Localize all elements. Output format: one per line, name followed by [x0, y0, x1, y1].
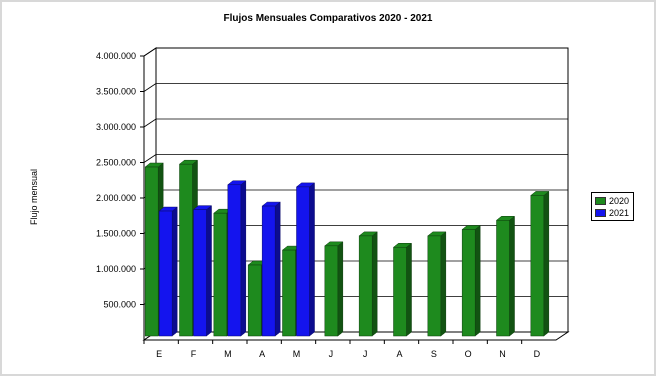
bar-2021-side: [206, 205, 212, 337]
y-tick-label: 2.500.000: [96, 158, 136, 168]
bar-2021: [227, 184, 242, 337]
bar-2020: [393, 247, 407, 337]
x-tick-label: F: [191, 349, 197, 359]
bar-2021: [193, 209, 207, 337]
y-tick-label: 500.000: [103, 300, 136, 310]
bar-2020: [324, 245, 339, 337]
x-tick-label: E: [156, 349, 162, 359]
legend-label-2021: 2021: [609, 208, 630, 218]
x-tick-label: J: [363, 349, 368, 359]
bar-2020: [179, 163, 193, 337]
y-tick-label: 1.500.000: [96, 229, 136, 239]
y-tick-label: 4.000.000: [96, 51, 136, 61]
y-tick-label: 1.000.000: [96, 264, 136, 274]
legend-item-2021: 2021: [595, 207, 629, 219]
x-tick-label: J: [329, 349, 334, 359]
x-tick-label: A: [259, 349, 265, 359]
bar-2020-side: [509, 215, 515, 337]
bar-2021-side: [274, 201, 281, 337]
legend-item-2020: 2020: [595, 195, 629, 207]
y-tick-label: 3.500.000: [96, 87, 136, 97]
bar-2021: [296, 186, 310, 337]
x-tick-label: D: [534, 349, 541, 359]
bar-2020: [213, 212, 228, 337]
bar-2020: [530, 195, 545, 337]
x-tick-label: S: [431, 349, 437, 359]
x-tick-label: M: [224, 349, 232, 359]
bar-2020: [358, 235, 373, 337]
bar-2020-side: [371, 231, 378, 337]
bar-2021: [261, 205, 276, 337]
bar-2021: [158, 210, 173, 337]
bar-2020: [496, 220, 510, 337]
y-tick-label: 2.000.000: [96, 193, 136, 203]
bar-2020-side: [337, 241, 344, 337]
bar-2021-side: [309, 182, 315, 337]
gridline-side: [143, 47, 157, 57]
x-tick-label: N: [499, 349, 506, 359]
y-tick-label: 3.000.000: [96, 122, 136, 132]
legend-swatch-2021: [595, 209, 606, 217]
bar-2020: [427, 235, 442, 337]
bar-2020-side: [440, 231, 447, 337]
legend: 2020 2021: [591, 192, 635, 221]
bar-2020: [144, 166, 159, 337]
bar-2020: [282, 249, 296, 337]
bar-2020: [461, 229, 476, 337]
x-tick-label: M: [293, 349, 301, 359]
bar-2021-side: [240, 180, 247, 337]
bar-2020-side: [543, 190, 550, 337]
x-tick-label: O: [465, 349, 472, 359]
gridline-side: [143, 118, 157, 128]
bar-2020-side: [406, 242, 412, 337]
x-tick-label: A: [396, 349, 402, 359]
bar-2020-side: [474, 224, 481, 337]
legend-label-2020: 2020: [609, 196, 630, 206]
bar-2021-side: [171, 206, 178, 337]
legend-swatch-2020: [595, 197, 606, 205]
gridline-side: [143, 154, 157, 163]
chart-title: Flujos Mensuales Comparativos 2020 - 202…: [223, 13, 433, 24]
gridline-side: [143, 83, 157, 92]
bar-2020: [247, 264, 262, 337]
